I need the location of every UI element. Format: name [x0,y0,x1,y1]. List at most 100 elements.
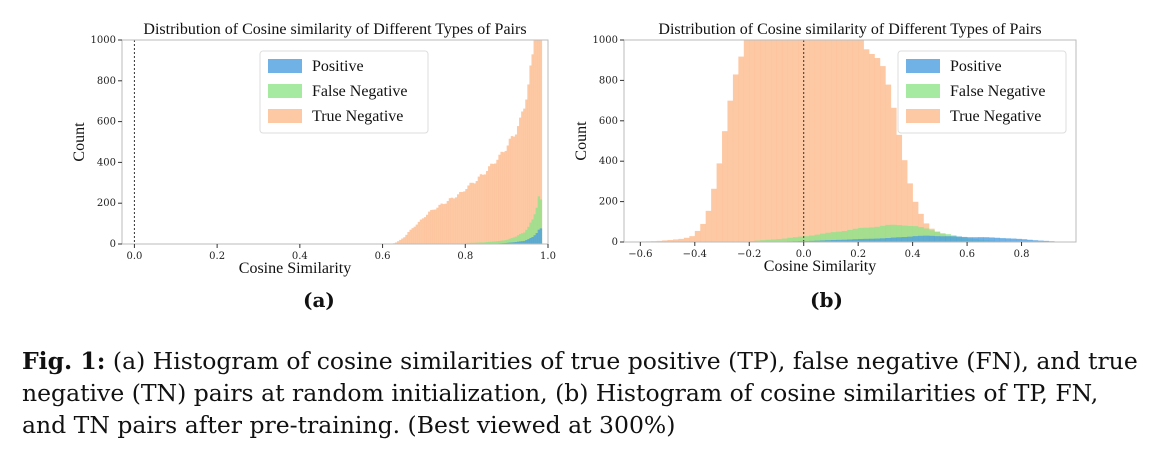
x-tick-label: 0.2 [209,251,225,262]
bar-true-negative [498,154,501,244]
y-tick-label: 600 [97,117,116,128]
bar-false-negative [820,233,826,242]
bar-true-negative [519,117,522,244]
bar-true-negative [514,134,518,244]
legend-label-positive: Positive [950,58,1002,75]
y-axis-label: Count [71,122,88,162]
bar-positive [537,229,541,244]
bar-true-negative [440,203,443,244]
legend-label-positive: Positive [312,58,364,75]
bar-false-negative [896,225,903,242]
bar-true-negative [787,40,794,242]
chart-title: Distribution of Cosine similarity of Dif… [658,21,1041,38]
legend: Positive False Negative True Negative [259,50,429,134]
bar-positive [983,237,990,242]
bar-false-negative [537,196,541,244]
bar-true-negative [760,40,766,242]
bar-true-negative [446,201,450,244]
y-tick-label: 600 [599,116,618,127]
bar-positive [523,240,526,244]
bar-true-negative [407,231,410,244]
y-tick-label: 1000 [593,35,618,46]
y-tick-label: 0 [612,237,618,248]
bar-false-negative [514,236,518,244]
bar-false-negative [490,241,493,244]
bar-true-negative [678,238,685,242]
bar-false-negative [502,240,505,244]
bar-true-negative [537,40,541,244]
bar-positive [928,235,935,242]
bar-false-negative [912,226,919,242]
bar-false-negative [809,235,815,242]
bar-true-negative [413,226,416,244]
bar-positive [836,239,843,242]
bar-true-negative [492,163,495,244]
bar-positive [967,237,973,242]
bar-true-negative [792,40,799,242]
bar-true-negative [409,229,412,244]
x-tick-label: 0.6 [959,249,975,260]
bar-false-negative [527,226,530,244]
bar-true-negative [683,237,690,242]
bar-true-negative [662,240,668,242]
bar-true-negative [403,237,406,244]
y-tick-label: 800 [599,75,618,86]
bar-true-negative [471,182,474,244]
y-tick-label: 400 [599,156,618,167]
y-tick-label: 400 [97,157,116,168]
bar-positive [841,239,848,242]
caption-text: (a) Histogram of cosine similarities of … [22,347,1138,439]
bar-false-negative [814,234,821,242]
bar-false-negative [485,242,489,244]
legend-label-true-negative: True Negative [312,108,403,125]
bar-true-negative [529,65,532,244]
bar-positive [516,241,520,244]
bar-true-negative [442,204,445,244]
bar-true-negative [510,136,514,244]
bar-true-negative [490,163,493,244]
bar-true-negative [423,217,427,244]
bar-false-negative [488,241,491,244]
legend-swatch-false-negative [268,84,302,98]
bar-true-negative [885,84,892,242]
bar-positive [912,236,919,242]
bar-positive [961,236,968,242]
bar-false-negative [760,240,766,242]
bar-true-negative [727,100,734,242]
y-tick-label: 200 [97,198,116,209]
bar-false-negative [754,240,761,242]
bar-positive [999,238,1006,242]
bar-positive [994,237,1001,242]
bar-true-negative [483,174,487,244]
bar-false-negative [863,227,870,242]
bar-true-negative [716,163,723,242]
bar-true-negative [463,191,466,244]
bar-false-negative [535,207,538,244]
bar-false-negative [781,238,788,242]
bar-positive [879,238,886,242]
bar-true-negative [506,145,510,244]
bar-positive [809,240,815,242]
bar-true-negative [781,40,788,242]
subfigure-label-a: (a) [303,288,335,312]
bar-positive [890,237,897,242]
x-tick-label: 0.4 [905,249,921,260]
subfigure-label-b: (b) [810,288,843,312]
bar-positive [1032,240,1039,242]
bar-positive [820,240,826,242]
x-tick-label: 0.8 [1014,249,1030,260]
bar-positive [988,237,995,242]
bar-false-negative [467,242,470,244]
bar-true-negative [912,201,919,242]
bar-false-negative [496,241,499,244]
bar-positive [945,236,952,242]
bar-true-negative [830,40,837,242]
bar-true-negative [694,230,701,242]
bar-true-negative [749,40,755,242]
bar-true-negative [488,166,491,244]
bar-true-negative [411,228,414,244]
bar-positive [869,238,875,242]
bar-true-negative [432,209,435,244]
x-tick-label: 0.2 [850,249,866,260]
bar-true-negative [430,209,433,244]
